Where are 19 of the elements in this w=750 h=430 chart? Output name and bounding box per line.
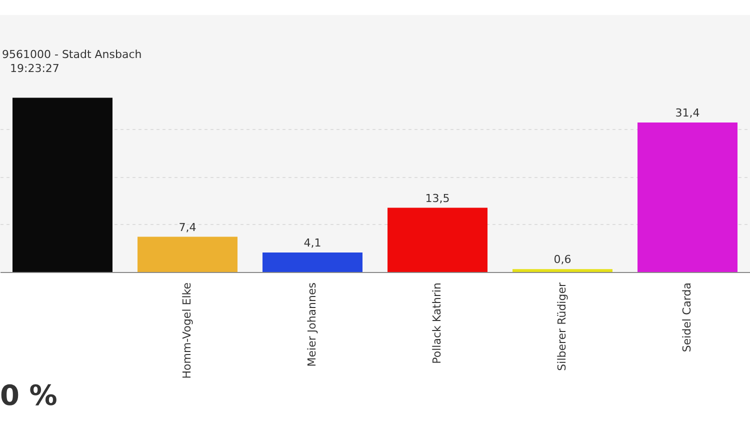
data-label: 4,1	[304, 236, 322, 250]
data-label: 13,5	[425, 192, 450, 205]
data-label: 7,4	[178, 220, 196, 234]
text: 0 %	[0, 379, 58, 412]
bar	[262, 252, 362, 272]
annotation: 19:23:27	[10, 62, 60, 75]
annotation: 9561000 - Stadt Ansbach	[2, 48, 142, 61]
bar	[512, 269, 612, 272]
x-tick-label: Silberer Rüdiger	[556, 282, 568, 371]
bar	[12, 98, 112, 272]
bar	[138, 236, 238, 272]
bar	[388, 208, 488, 272]
data-label: 31,4	[675, 106, 700, 120]
x-tick-label: Seidel Carda	[680, 282, 694, 352]
x-tick-label: Meier Johannes	[306, 282, 318, 367]
x-tick-label: Pollack Kathrin	[430, 282, 444, 364]
data-label: 0,6	[554, 253, 572, 266]
bar	[638, 122, 738, 272]
x-tick-label: Homm-Vogel Elke	[180, 282, 194, 379]
